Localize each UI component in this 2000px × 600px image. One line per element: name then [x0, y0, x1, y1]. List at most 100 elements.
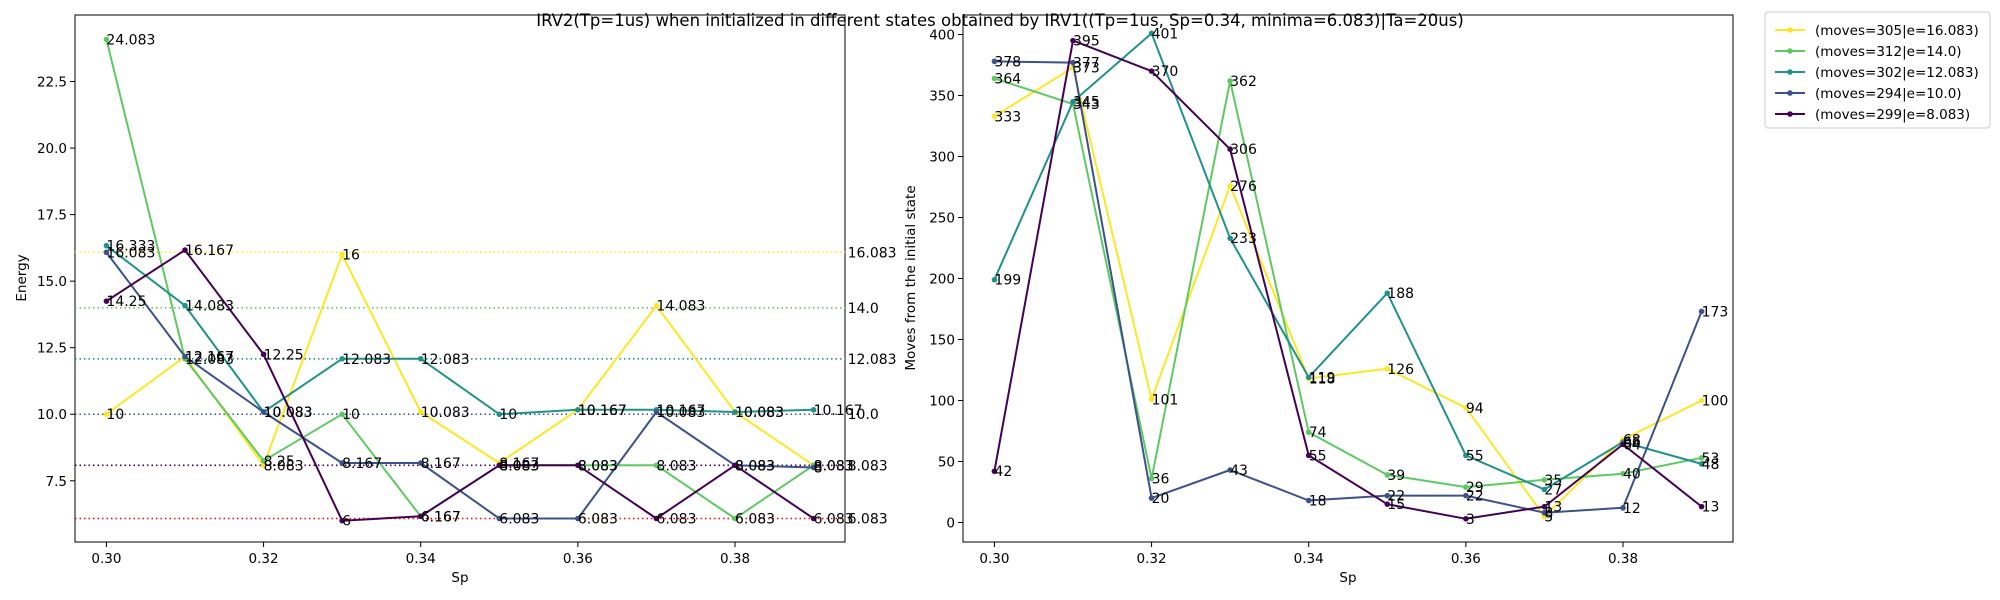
energy-data-label: 6.083	[656, 511, 696, 527]
moves-ticks: 0.30 0.32 0.34 0.36 0.3805010015020025030035…	[929, 28, 1638, 567]
energy-data-point	[653, 409, 660, 415]
moves-series	[991, 30, 1705, 522]
figure-title: IRV2(Tp=1us) when initialized in differe…	[536, 11, 1464, 30]
moves-series-line	[993, 39, 1703, 520]
energy-data-label: 8.083	[499, 458, 539, 474]
moves-data-point	[1070, 37, 1076, 44]
energy-data-label: 12.167	[185, 350, 234, 366]
moves-data-point	[1463, 484, 1469, 490]
energy-data-label: 14.25	[106, 294, 146, 310]
energy-data-label: 8.083	[578, 458, 618, 474]
energy-data-label: 16	[342, 248, 360, 264]
moves-data-point	[1620, 470, 1626, 477]
energy-plot: 16.083 14.0 12.083 10.0 8.083 6.083 10 12.167 8…	[14, 14, 897, 586]
moves-data-label: 22	[1466, 489, 1484, 505]
legend-swatch-marker	[1787, 90, 1793, 96]
energy-y-tick-label: 20.0	[37, 141, 67, 157]
moves-data-label: 20	[1152, 491, 1170, 507]
energy-data-point	[182, 247, 188, 253]
moves-data-label: 343	[1073, 97, 1100, 113]
energy-data-point	[103, 249, 110, 256]
moves-data-point	[1384, 290, 1391, 296]
moves-data-label: 39	[1387, 468, 1405, 484]
moves-y-tick-label: 100	[929, 393, 955, 409]
energy-data-point	[339, 356, 345, 362]
moves-data-label: 64	[1623, 437, 1641, 453]
moves-data-label: 188	[1387, 286, 1414, 302]
moves-data-label: 377	[1073, 56, 1100, 72]
legend-entry-label: (moves=312|e=14.0)	[1815, 44, 1962, 60]
moves-data-point	[1305, 374, 1312, 381]
moves-data-point	[1620, 441, 1626, 448]
moves-data-point	[1305, 429, 1312, 436]
energy-data-point	[417, 460, 424, 466]
moves-data-point	[1148, 396, 1155, 403]
moves-data-point	[1463, 516, 1469, 522]
energy-data-label: 12.083	[185, 352, 234, 368]
moves-series-line	[993, 32, 1702, 491]
energy-data-label: 10	[499, 407, 517, 423]
moves-x-axis-label: Sp	[1339, 570, 1356, 586]
energy-data-point	[103, 298, 110, 304]
energy-data-label: 8.083	[814, 458, 854, 474]
moves-data-label: 100	[1702, 393, 1729, 409]
moves-data-label: 378	[994, 54, 1021, 70]
energy-series-line	[105, 249, 815, 522]
energy-data-label: 8.167	[342, 456, 382, 472]
reference-line-label: 8.083	[848, 458, 888, 474]
energy-data-point	[496, 411, 503, 418]
energy-data-label: 14.083	[656, 299, 705, 315]
moves-y-axis-label: Moves from the initial state	[903, 185, 919, 370]
energy-data-label: 8.167	[499, 456, 539, 472]
energy-data-label: 6.083	[814, 511, 854, 527]
energy-data-label: 12.083	[342, 352, 391, 368]
moves-data-label: 13	[1702, 500, 1720, 516]
moves-data-point	[1148, 68, 1155, 74]
energy-data-point	[339, 411, 345, 418]
legend-entry-label: (moves=305|e=16.083)	[1815, 23, 1979, 39]
energy-y-axis-label: Energy	[14, 254, 30, 301]
energy-data-label: 10.167	[578, 403, 627, 419]
reference-line-label: 6.083	[848, 511, 888, 527]
moves-x-tick-label: 0.36	[1451, 551, 1481, 567]
energy-data-label: 8.083	[814, 458, 854, 474]
moves-data-label: 370	[1152, 64, 1179, 80]
moves-data-point	[991, 113, 998, 120]
legend-items: (moves=305|e=16.083) (moves=312|e=14.0) (m…	[1775, 23, 1979, 123]
energy-x-tick-label: 0.32	[249, 551, 279, 567]
energy-data-label: 10	[342, 407, 360, 423]
moves-data-label: 15	[1387, 497, 1405, 513]
energy-data-label: 10.083	[735, 405, 784, 421]
energy-data-point	[103, 36, 110, 43]
moves-data-label: 119	[1309, 370, 1336, 386]
moves-data-label: 94	[1466, 401, 1484, 417]
energy-data-label: 16.167	[185, 243, 234, 259]
energy-data-point	[260, 351, 267, 358]
moves-data-label: 101	[1152, 392, 1179, 408]
energy-data-label: 6	[342, 514, 351, 530]
energy-data-label: 10.167	[814, 403, 863, 419]
moves-data-point	[1698, 503, 1705, 510]
energy-data-label: 10.083	[264, 405, 313, 421]
moves-data-label: 53	[1702, 451, 1720, 467]
legend-swatch-marker	[1787, 69, 1793, 75]
energy-data-point	[653, 302, 660, 309]
moves-data-label: 5	[1544, 509, 1553, 525]
energy-y-tick-label: 15.0	[37, 274, 67, 290]
energy-data-point	[417, 356, 424, 362]
moves-data-point	[1227, 146, 1233, 152]
energy-data-label: 10.083	[656, 405, 705, 421]
energy-data-point	[653, 462, 660, 469]
moves-data-label: 306	[1230, 142, 1257, 158]
energy-data-point	[339, 460, 345, 466]
moves-data-label: 362	[1230, 74, 1257, 90]
moves-plot: 3333731012761181269456810036434336362743…	[903, 14, 1734, 586]
moves-data-point	[1227, 78, 1233, 84]
moves-data-point	[1227, 182, 1233, 189]
energy-y-tick-label: 12.5	[37, 341, 67, 357]
moves-data-point	[1148, 495, 1155, 501]
legend-entry-label: (moves=294|e=10.0)	[1815, 86, 1962, 102]
energy-data-point	[260, 462, 267, 469]
moves-data-label: 118	[1309, 372, 1336, 388]
energy-data-label: 10.083	[421, 405, 470, 421]
